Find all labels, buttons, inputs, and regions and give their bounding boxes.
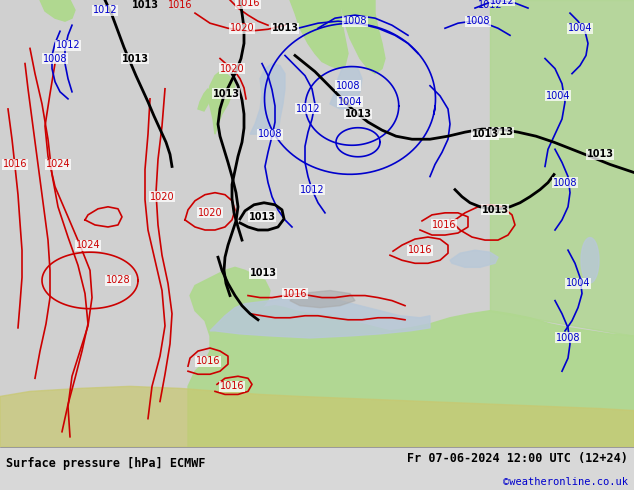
Text: 1008: 1008 [258, 129, 282, 139]
Text: 1013: 1013 [131, 0, 158, 10]
Text: 1012: 1012 [295, 104, 320, 114]
Polygon shape [250, 64, 285, 134]
Text: 1020: 1020 [150, 192, 174, 202]
Polygon shape [0, 386, 634, 447]
Text: 1012: 1012 [477, 0, 502, 10]
Text: 1012: 1012 [300, 185, 325, 195]
Text: 1008: 1008 [343, 16, 367, 26]
Text: 1013: 1013 [249, 212, 276, 222]
Polygon shape [450, 250, 498, 268]
Text: 1016: 1016 [283, 289, 307, 298]
Text: 1024: 1024 [75, 240, 100, 250]
Text: 1013: 1013 [472, 129, 498, 139]
Text: 1013: 1013 [586, 149, 614, 159]
Text: 1008: 1008 [466, 16, 490, 26]
Polygon shape [290, 0, 348, 69]
Text: Fr 07-06-2024 12:00 UTC (12+24): Fr 07-06-2024 12:00 UTC (12+24) [407, 452, 628, 466]
Text: 1004: 1004 [568, 23, 592, 33]
Text: ©weatheronline.co.uk: ©weatheronline.co.uk [503, 477, 628, 487]
Text: 1013: 1013 [481, 205, 508, 215]
Polygon shape [198, 89, 210, 111]
Polygon shape [40, 0, 75, 21]
Text: 1020: 1020 [220, 64, 244, 74]
Text: 1008: 1008 [556, 333, 580, 343]
Text: 1013: 1013 [250, 269, 276, 278]
Text: 1008: 1008 [553, 177, 577, 188]
Text: 1028: 1028 [106, 275, 131, 286]
Text: 1004: 1004 [566, 278, 590, 289]
Polygon shape [340, 0, 385, 74]
Text: 1013: 1013 [122, 53, 148, 64]
Text: 1013: 1013 [344, 109, 372, 119]
Text: 1016: 1016 [3, 159, 27, 170]
Text: 1016: 1016 [196, 356, 220, 366]
Text: 1013: 1013 [271, 23, 299, 33]
Text: 1020: 1020 [198, 208, 223, 218]
Polygon shape [290, 291, 355, 308]
Text: 1004: 1004 [338, 97, 362, 107]
Text: 1016: 1016 [220, 381, 244, 392]
Text: 1016: 1016 [168, 0, 192, 10]
Text: 1008: 1008 [336, 81, 360, 91]
Polygon shape [490, 0, 634, 336]
Text: 1012: 1012 [489, 0, 514, 6]
Text: 1012: 1012 [93, 5, 117, 15]
Ellipse shape [581, 238, 599, 283]
Text: 1004: 1004 [546, 91, 570, 101]
Polygon shape [208, 72, 235, 134]
Polygon shape [210, 297, 430, 338]
Text: 1013: 1013 [212, 89, 240, 99]
Text: 1024: 1024 [46, 159, 70, 170]
Text: 1012: 1012 [56, 40, 81, 50]
Polygon shape [330, 66, 362, 109]
Text: 1016: 1016 [236, 0, 260, 8]
Polygon shape [188, 268, 634, 447]
Text: 1016: 1016 [432, 220, 456, 230]
Text: Surface pressure [hPa] ECMWF: Surface pressure [hPa] ECMWF [6, 457, 206, 470]
Text: 1016: 1016 [408, 245, 432, 255]
Text: 1013: 1013 [486, 127, 514, 137]
Text: 1020: 1020 [230, 23, 254, 33]
Text: 1008: 1008 [42, 53, 67, 64]
